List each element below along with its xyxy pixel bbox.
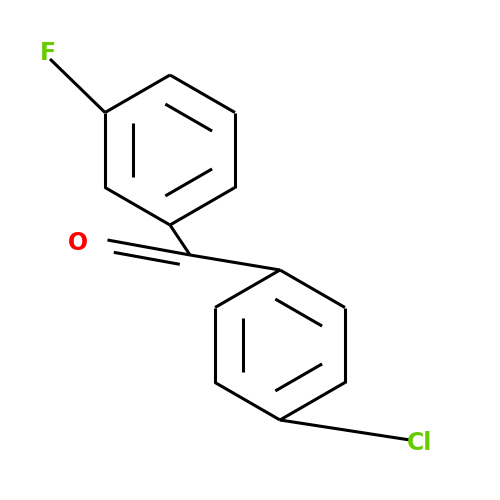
Text: F: F	[40, 40, 56, 64]
Text: Cl: Cl	[408, 430, 432, 454]
Text: O: O	[68, 230, 87, 254]
